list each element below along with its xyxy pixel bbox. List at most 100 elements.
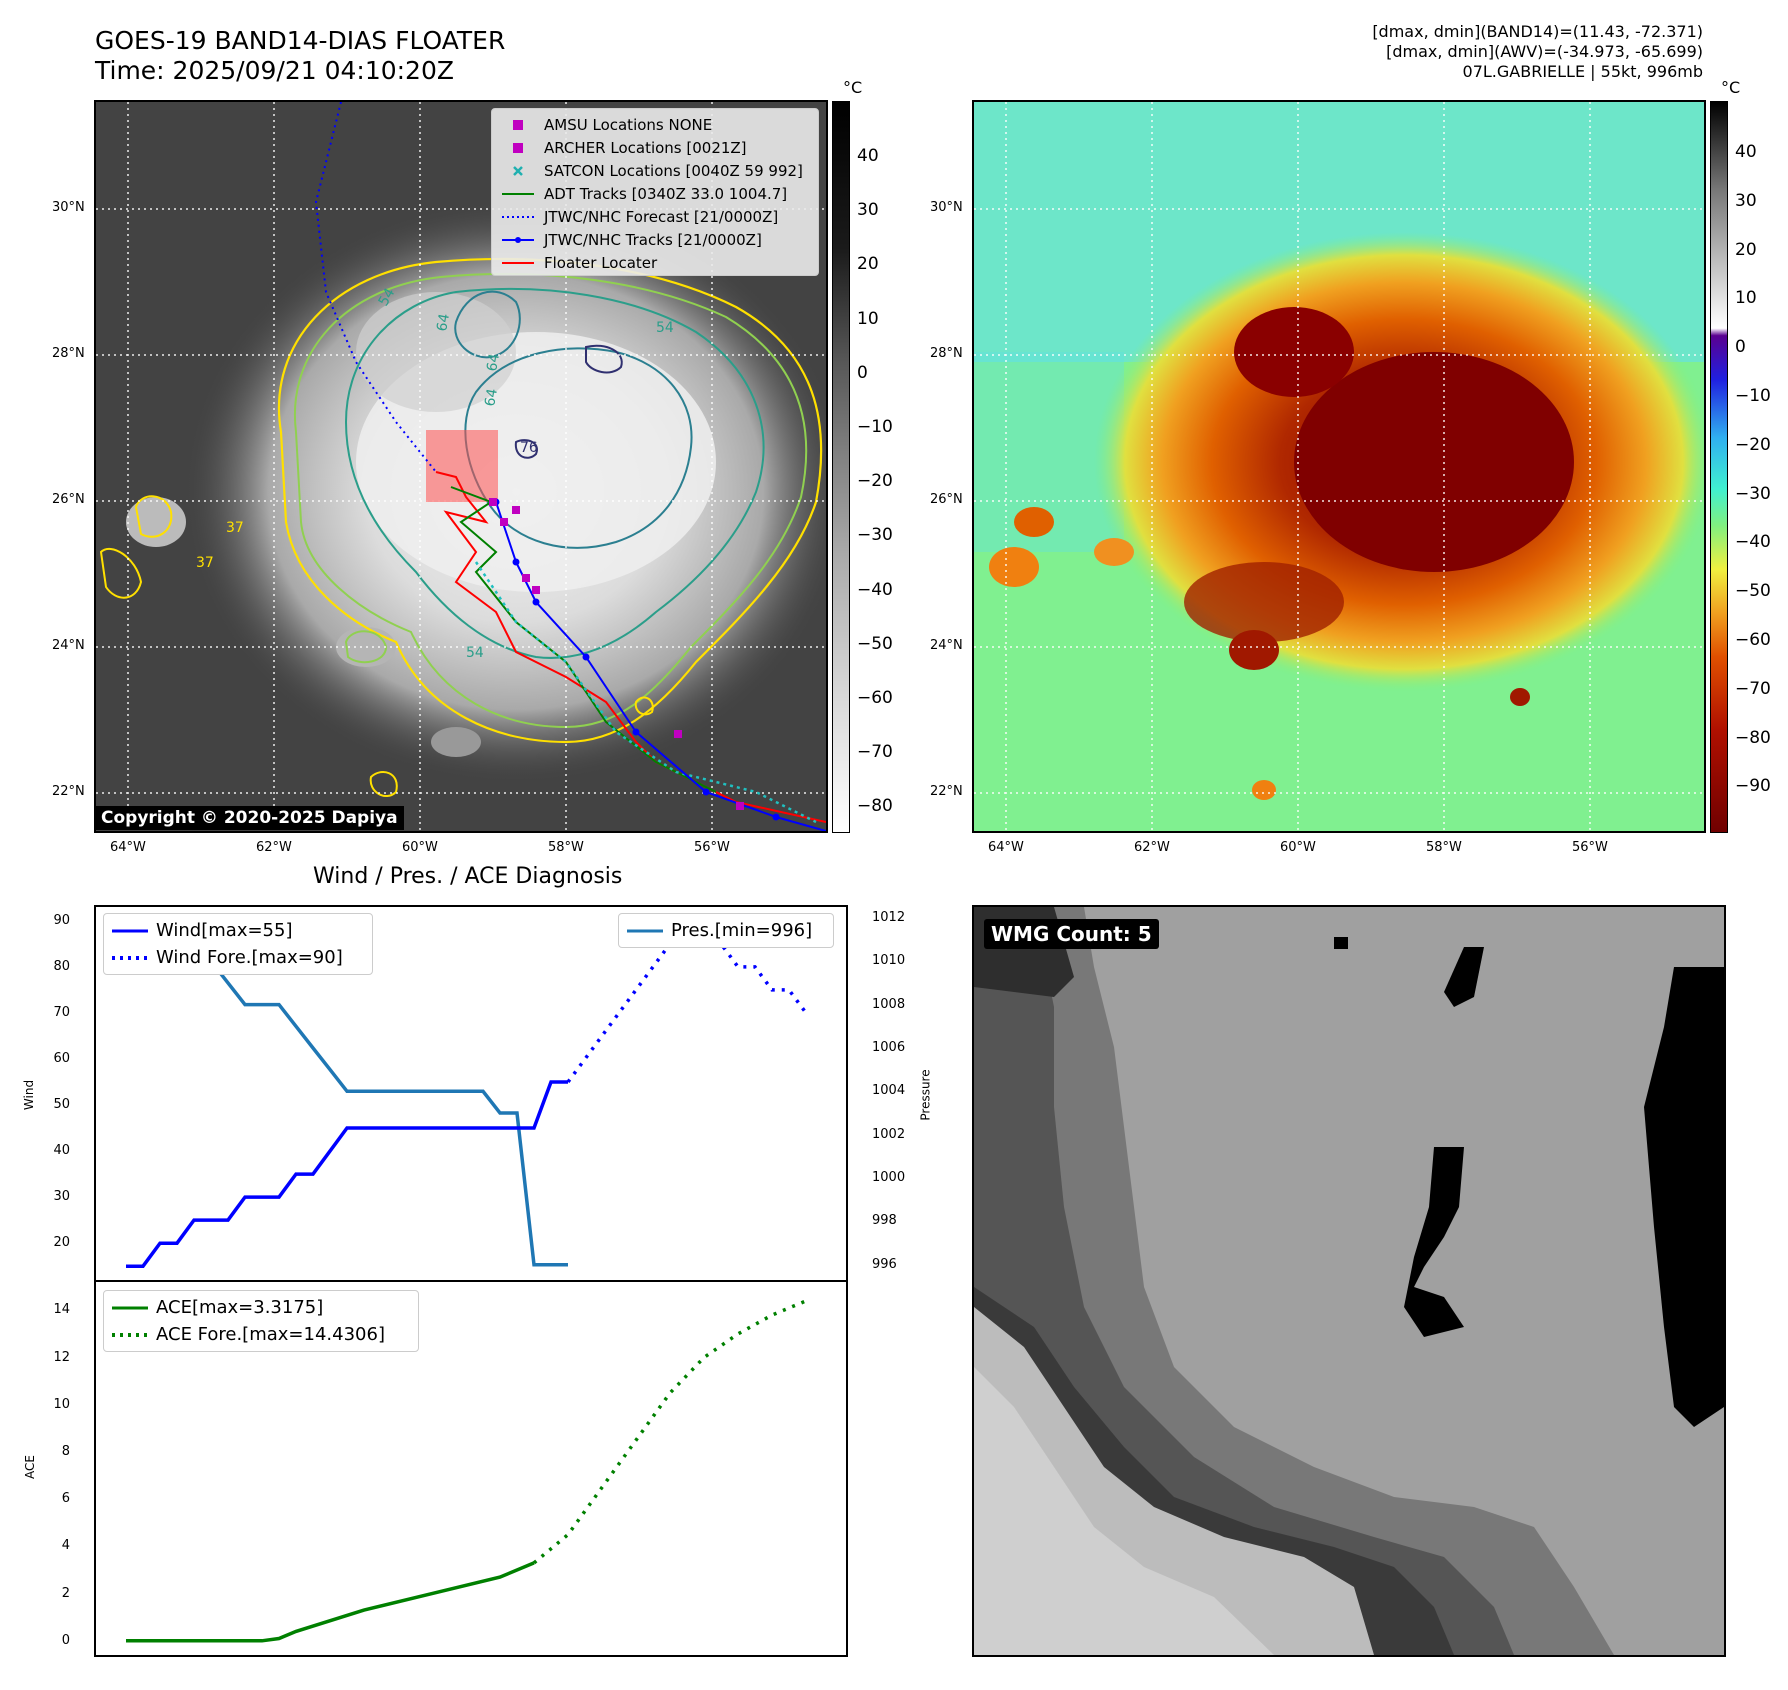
contour-label: 64 [434,312,453,332]
line-icon [500,261,536,265]
ir-map: 54 64 54 64 64 76 54 37 37 [96,102,826,831]
colorbar1-unit: °C [843,78,863,97]
dotted-line-icon [112,955,148,961]
lat-label: 28°N [52,346,85,361]
archer-points [489,498,744,810]
legend-adt: ADT Tracks [0340Z 33.0 1004.7] [500,182,810,205]
lon-label: 58°W [1426,840,1462,855]
legend-satcon: SATCON Locations [0040Z 59 992] [500,159,810,182]
square-icon [500,119,536,130]
contour-label: 76 [520,440,538,456]
contour-label: 54 [466,645,484,661]
color-ir-map-panel [972,100,1706,833]
contour-label: 37 [196,555,214,571]
lat-label: 30°N [930,200,963,215]
line-icon [112,1305,148,1311]
forecast-track [314,102,437,473]
contour-label: 64 [484,352,503,372]
lat-label: 30°N [52,200,85,215]
pressure-tick: 1008 [872,996,906,1012]
colorbar1 [832,101,850,833]
colorbar1-tick: 20 [857,254,879,275]
colorbar1-tick: −60 [857,688,893,708]
colorbar1-tick: −40 [857,579,893,600]
ace-tick: 2 [61,1585,70,1601]
colorbar2-tick: 10 [1735,288,1757,309]
wind-tick: 70 [53,1004,70,1020]
line-icon [112,928,148,934]
legend-pres: Pres.[min=996] [627,917,825,944]
wmg-panel [972,905,1726,1657]
satcon-track [474,561,817,824]
lon-label: 60°W [402,840,438,855]
legend-amsu: AMSU Locations NONE [500,113,810,136]
line-dot-icon [500,236,536,244]
colorbar2-tick: −20 [1735,434,1771,455]
wind-tick: 60 [53,1050,70,1066]
legend-archer: ARCHER Locations [0021Z] [500,136,810,159]
lon-label: 56°W [1572,840,1608,855]
colorbar1-tick: 30 [857,200,879,221]
colorbar2-tick: −30 [1735,483,1771,504]
chart-title: GOES-19 BAND14-DIAS FLOATER [95,26,506,55]
ace-tick: 8 [61,1443,70,1459]
lat-label: 26°N [930,492,963,507]
legend-forecast: JTWC/NHC Forecast [21/0000Z] [500,205,810,228]
colorbar2-tick: 20 [1735,239,1757,260]
legend-ace-fore: ACE Fore.[max=14.4306] [112,1321,410,1348]
wind-tick: 50 [53,1097,70,1112]
lat-label: 22°N [930,784,963,799]
ace-chart [126,1299,807,1643]
legend-tracks: JTWC/NHC Tracks [21/0000Z] [500,228,810,251]
colorbar1-tick: 0 [857,362,868,383]
colorbar1-tick: −20 [857,471,893,492]
pressure-tick: 996 [872,1256,897,1272]
colorbar1-tick: −30 [857,525,893,546]
x-mark-icon [500,165,536,176]
jtwc-track [495,501,826,831]
wmg-image [974,907,1724,1655]
colorbar1-tick: −80 [857,796,893,817]
copyright-badge: Copyright © 2020-2025 Dapiya [95,806,404,830]
contour-label: 54 [376,285,399,309]
info-storm: 07L.GABRIELLE | 55kt, 996mb [1462,62,1703,81]
colorbar2 [1710,101,1728,833]
colorbar2-tick: −50 [1735,581,1771,602]
color-ir-map [974,102,1704,831]
colorbar2-tick: −90 [1735,776,1771,797]
colorbar1-tick: −50 [857,633,893,654]
ir-map-panel: 54 64 54 64 64 76 54 37 37 [94,100,828,833]
ace-tick: 0 [61,1632,70,1648]
chart-time: Time: 2025/09/21 04:10:20Z [95,56,454,85]
pressure-tick: 1004 [872,1083,906,1099]
ace-panel [94,1280,848,1657]
map-legend: AMSU Locations NONE ARCHER Locations [00… [491,108,819,276]
info-band14-range: [dmax, dmin](BAND14)=(11.43, -72.371) [1372,22,1703,41]
legend-floater: Floater Locater [500,251,810,274]
square-icon [500,142,536,153]
ace-tick: 10 [53,1396,70,1412]
colorbar2-tick: 40 [1735,142,1757,162]
ace-series [126,1561,535,1643]
dotted-line-icon [500,215,536,219]
lon-label: 64°W [988,840,1024,855]
colorbar1-tick: 40 [857,146,879,166]
legend-wind: Wind[max=55] [112,917,364,944]
wind-tick: 80 [53,958,70,974]
pressure-axis-label: Pressure [918,1069,933,1121]
colorbar2-tick: −40 [1735,532,1771,553]
wind-series [126,1080,568,1268]
wind-tick: 30 [53,1189,70,1205]
lat-label: 28°N [930,346,963,361]
wind-tick: 90 [53,912,70,928]
pressure-tick: 998 [872,1213,897,1229]
colorbar1-tick: −10 [857,417,893,437]
lon-label: 64°W [110,840,146,855]
colorbar2-tick: −70 [1735,678,1771,699]
colorbar2-tick: 30 [1735,190,1757,211]
lon-label: 60°W [1280,840,1316,855]
pressure-tick: 1000 [872,1170,906,1186]
colorbar1-tick: −70 [857,742,893,763]
colorbar2-tick: −80 [1735,727,1771,748]
legend-ace: ACE[max=3.3175] [112,1294,410,1321]
